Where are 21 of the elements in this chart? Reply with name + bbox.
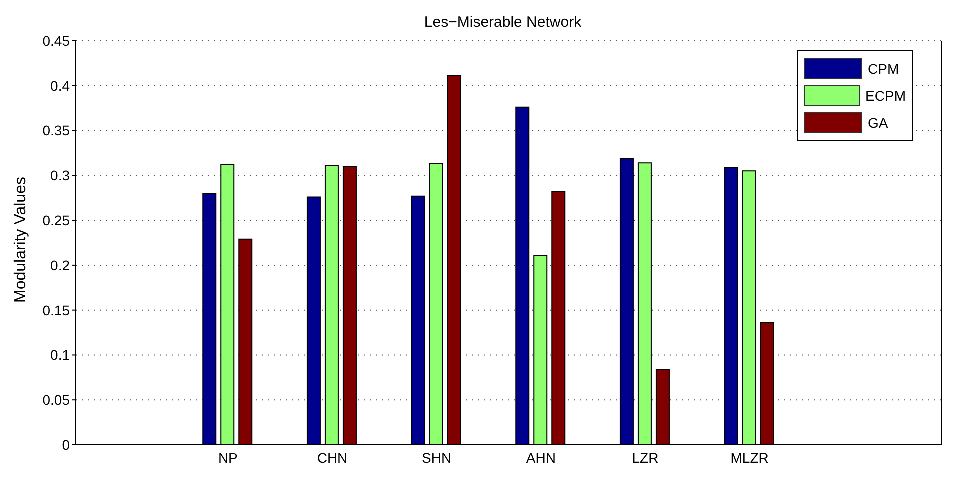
x-tick-label: SHN <box>422 450 452 466</box>
y-tick-label: 0 <box>62 436 70 453</box>
y-tick-label: 0.05 <box>42 392 70 408</box>
y-tick-label: 0.3 <box>50 168 70 184</box>
y-tick-label: 0.15 <box>42 302 70 318</box>
x-tick-label: AHN <box>526 450 556 466</box>
legend-label: GA <box>868 114 888 130</box>
y-axis-title: Modularity Values <box>12 177 30 303</box>
y-tick-label: 0.4 <box>50 78 70 94</box>
y-tick-label: 0.25 <box>42 212 70 229</box>
x-tick-label: MLZR <box>730 450 769 466</box>
legend-label: CPM <box>868 60 900 76</box>
chart-title: Les−Miserable Network <box>423 14 583 31</box>
x-tick-label: LZR <box>632 450 659 466</box>
y-tick-label: 0.1 <box>50 347 70 364</box>
y-tick-label: 0.45 <box>42 32 70 49</box>
legend-label: ECPM <box>866 88 906 104</box>
y-tick-label: 0.35 <box>42 122 70 139</box>
y-tick-label: 0.2 <box>50 257 70 274</box>
x-tick-label: CHN <box>317 450 348 466</box>
x-tick-label: NP <box>218 450 238 466</box>
